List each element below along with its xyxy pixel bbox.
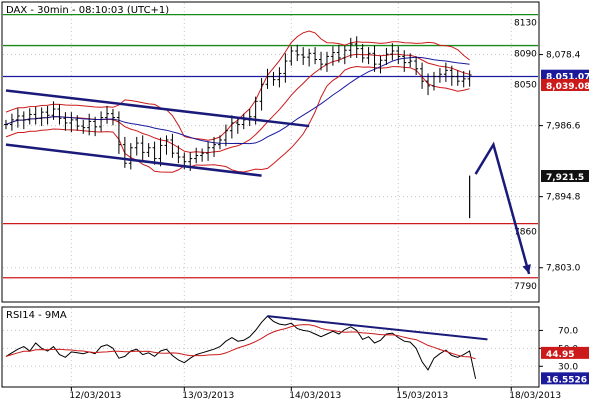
price-box [541, 169, 589, 182]
trend-lines [5, 89, 531, 275]
y-tick-label: 7,803.0 [546, 264, 581, 274]
level-label: 8090 [514, 50, 537, 60]
price-box-label: 8,039.08 [546, 82, 590, 92]
channel-line [5, 89, 310, 128]
level-label: 8050 [514, 81, 537, 91]
grid [3, 3, 538, 386]
channel-line [5, 143, 262, 177]
forecast-arrow [474, 141, 531, 275]
rsi-box-label: 16.5526 [546, 375, 587, 385]
y-tick-label: 7,986.6 [546, 122, 581, 132]
rsi-trend-line [267, 315, 488, 341]
rsi-ma-line [5, 324, 476, 360]
price-box-label: 7,921.5 [546, 173, 584, 183]
forecast-arrowhead [522, 264, 531, 274]
x-tick-label: 12/03/2013 [69, 391, 121, 400]
x-tick-label: 15/03/2013 [396, 391, 448, 400]
x-tick-label: 18/03/2013 [509, 391, 561, 400]
price-box [541, 69, 589, 82]
rsi-box [541, 346, 589, 359]
y-tick-label: 70.0 [558, 326, 578, 336]
rsi-box-label: 44.95 [546, 350, 574, 360]
rsi-panel-frame [1, 306, 540, 388]
level-label: 8130 [514, 19, 537, 29]
x-tick-label: 14/03/2013 [289, 391, 341, 400]
level-lines: 8130 8090 8050 7860 7790 [3, 13, 538, 292]
price-panel-frame [1, 1, 540, 303]
x-tick-label: 13/03/2013 [182, 391, 234, 400]
y-tick-label: 7,894.8 [546, 193, 581, 203]
y-tick-label: 30.0 [558, 362, 578, 372]
chart-title: DAX - 30min - 08:10:03 (UTC+1) [6, 5, 169, 16]
price-box [541, 78, 589, 91]
slow-moving-average [5, 56, 470, 145]
rsi-line [5, 315, 477, 379]
rsi-box [541, 372, 589, 385]
level-label: 7860 [514, 228, 537, 238]
price-box-label: 8,051.07 [546, 73, 590, 83]
y-tick-label: 8,078.4 [546, 51, 581, 61]
axis-labels: 12/03/2013 13/03/2013 14/03/2013 15/03/2013… [69, 51, 590, 401]
rsi-panel-label: RSI14 - 9MA [6, 310, 67, 321]
rsi-lines [5, 315, 488, 379]
price-bars [3, 36, 472, 219]
level-label: 7790 [514, 282, 537, 292]
